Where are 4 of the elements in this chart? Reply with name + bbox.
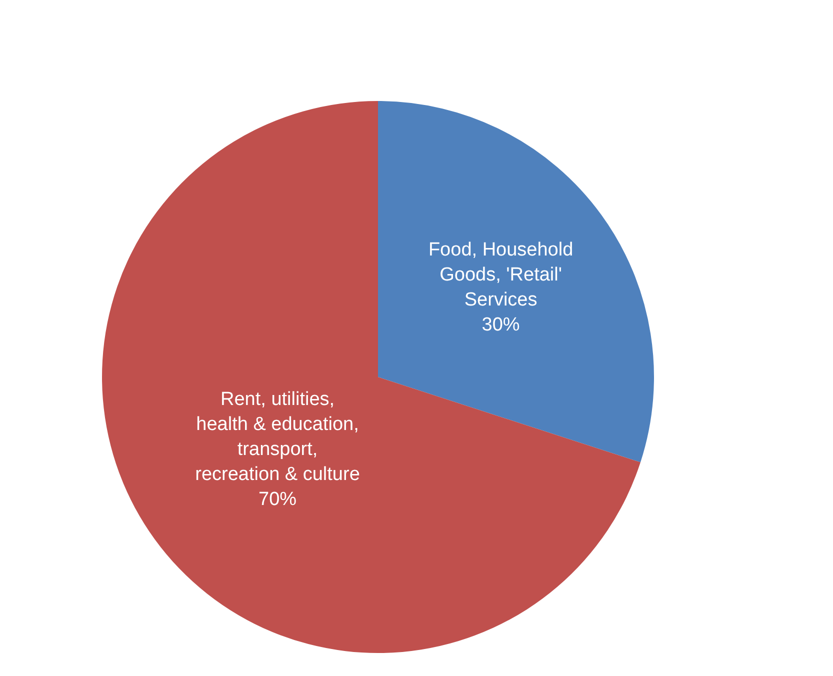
slice-label: Food, Household Goods, 'Retail' Services — [428, 240, 574, 311]
slice-label: Rent, utilities, health & education, transport, recreation & culture — [195, 389, 360, 486]
data-label: 30% — [482, 314, 520, 336]
data-label: 70% — [258, 489, 297, 510]
